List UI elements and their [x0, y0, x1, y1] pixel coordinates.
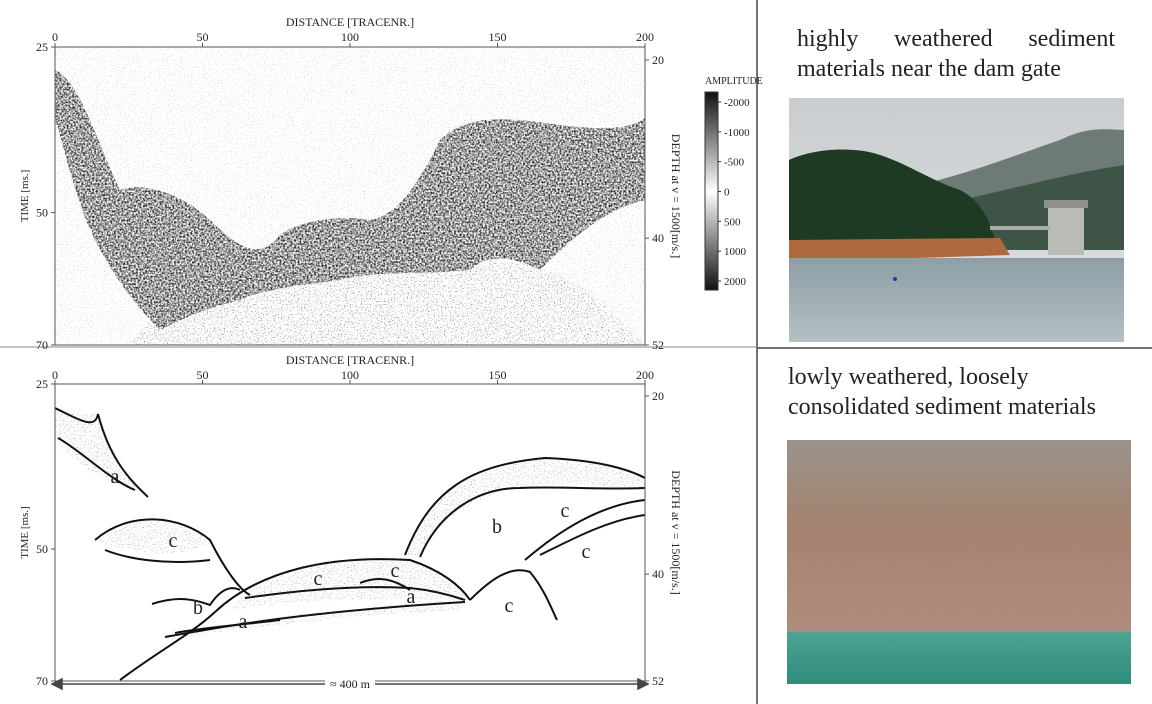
colorbar-label: AMPLITUDE: [705, 76, 763, 87]
colorbar-tick-label: -1000: [724, 127, 750, 139]
y-tick-label: 25: [36, 377, 48, 391]
y2-tick-label: 20: [652, 389, 664, 403]
colorbar-tick-label: -2000: [724, 97, 750, 109]
y2-tick-label: 52: [652, 674, 664, 688]
y-tick-label: 70: [36, 338, 48, 352]
layer-label: c: [314, 568, 323, 590]
y2-axis-label: DEPTH at v = 1500[m/s.]: [669, 470, 683, 594]
layer-label: a: [239, 611, 248, 633]
y-tick-label: 50: [36, 206, 48, 220]
layer-label: c: [505, 595, 514, 617]
radargram: [55, 47, 645, 345]
x-axis-label: DISTANCE [TRACENR.]: [286, 15, 414, 29]
photo-caption: highly weathered sediment materials near…: [797, 26, 1115, 82]
y-tick-label: 70: [36, 674, 48, 688]
y-axis-label: TIME [ms.]: [19, 506, 31, 559]
x-tick-label: 0: [52, 30, 58, 44]
colorbar-tick-label: 500: [724, 216, 741, 228]
colorbar-tick-label: 0: [724, 187, 730, 199]
photo-caption: lowly weathered, loosely consolidated se…: [788, 364, 1096, 420]
y2-tick-label: 52: [652, 338, 664, 352]
y-axis-label: TIME [ms.]: [19, 170, 31, 223]
colorbar-tick-label: 1000: [724, 246, 747, 258]
x-tick-label: 100: [341, 30, 359, 44]
layer-label: c: [582, 541, 591, 563]
colorbar-tick-label: -500: [724, 157, 745, 169]
photo-cliff: [787, 440, 1131, 684]
y2-tick-label: 20: [652, 53, 664, 67]
colorbar-tick-label: 2000: [724, 276, 747, 288]
layer-label: c: [561, 500, 570, 522]
y2-tick-label: 40: [652, 231, 664, 245]
x-tick-label: 200: [636, 368, 654, 382]
y2-axis-label: DEPTH at v = 1500[m/s.]: [669, 134, 683, 258]
layer-label: c: [169, 530, 178, 552]
scale-label: ≈ 400 m: [330, 677, 371, 691]
layer-label: b: [492, 516, 502, 538]
x-axis-label: DISTANCE [TRACENR.]: [286, 353, 414, 367]
x-tick-label: 150: [489, 368, 507, 382]
y2-tick-label: 40: [652, 567, 664, 581]
layer-label: b: [193, 597, 203, 619]
layer-label: a: [111, 466, 120, 488]
interpretation: [55, 407, 645, 681]
layer-label: c: [391, 560, 400, 582]
y-tick-label: 25: [36, 40, 48, 54]
x-tick-label: 200: [636, 30, 654, 44]
photo-dam: [789, 98, 1124, 342]
y-tick-label: 50: [36, 542, 48, 556]
x-tick-label: 100: [341, 368, 359, 382]
x-tick-label: 150: [489, 30, 507, 44]
layer-label: a: [407, 586, 416, 608]
x-tick-label: 50: [197, 368, 209, 382]
x-tick-label: 50: [197, 30, 209, 44]
x-tick-label: 0: [52, 368, 58, 382]
